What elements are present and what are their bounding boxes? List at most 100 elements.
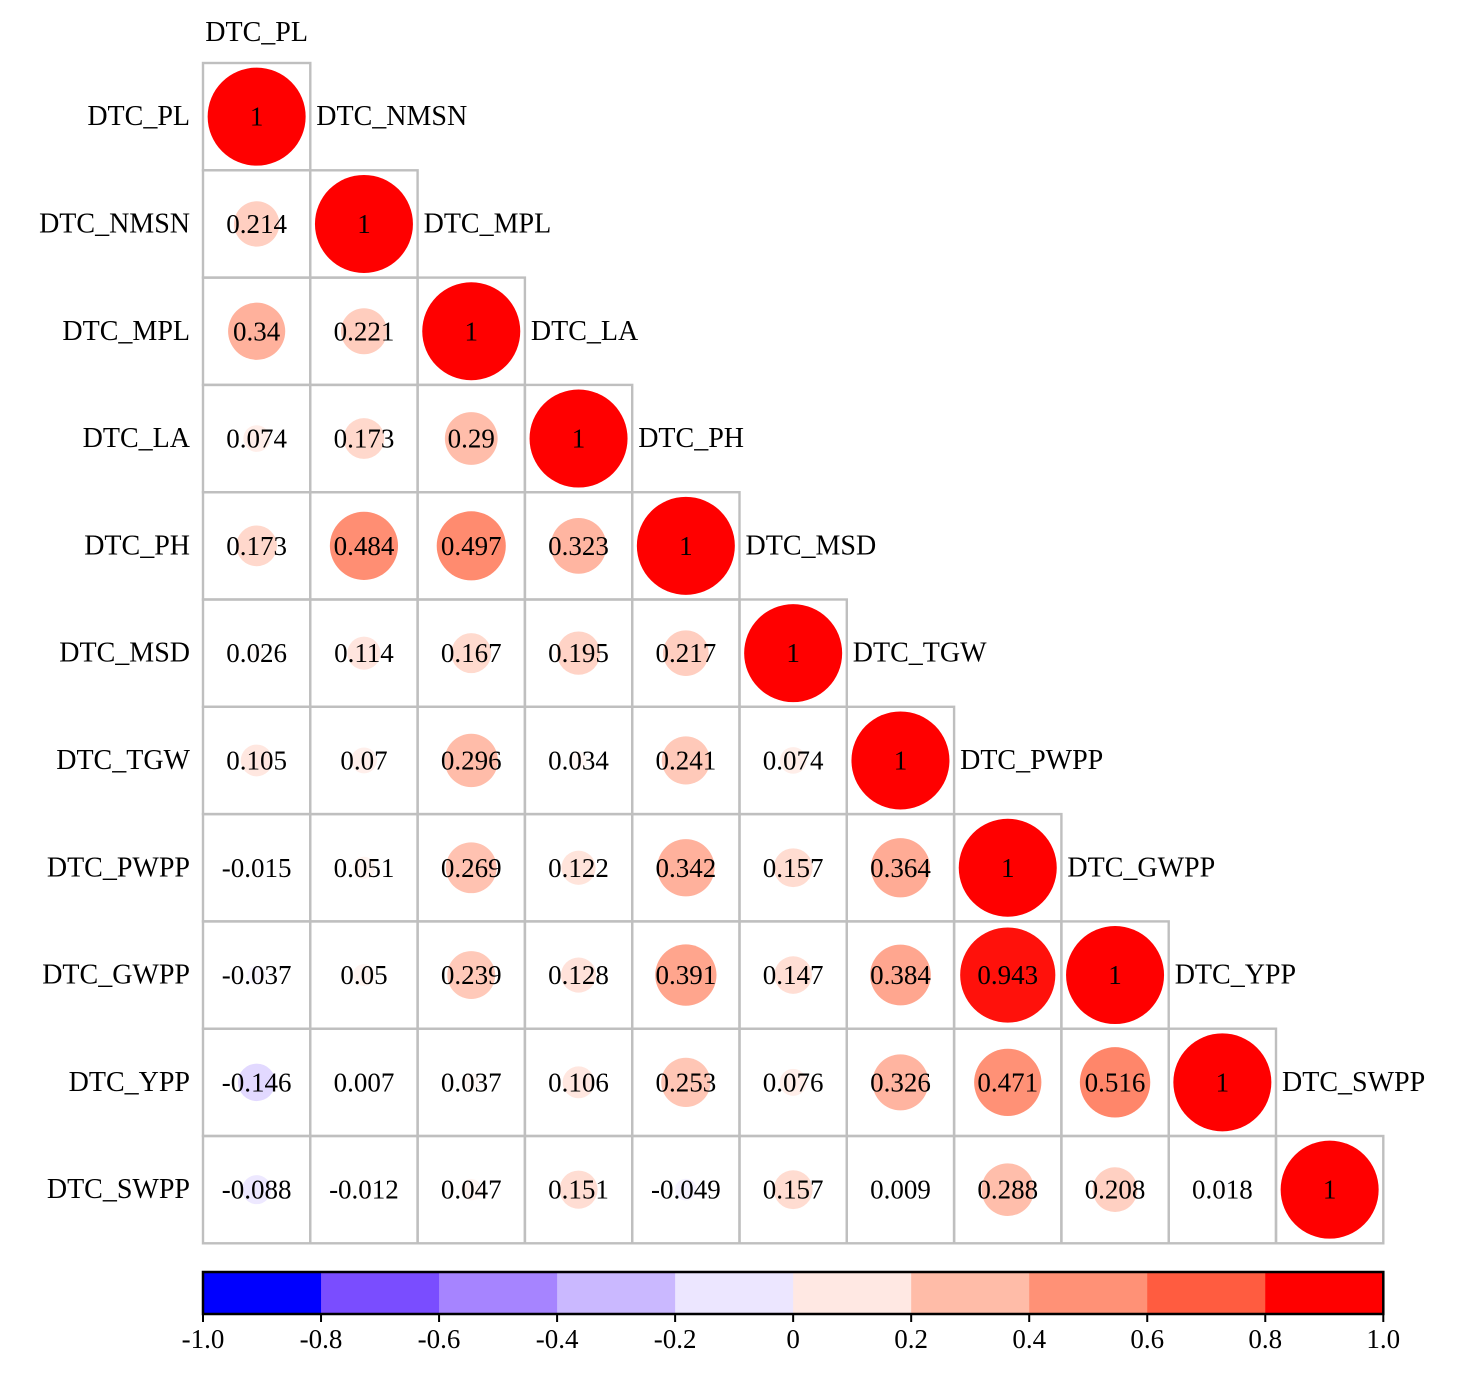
colorbar-tick-label: -0.2 bbox=[654, 1324, 697, 1354]
correlation-value: 0.326 bbox=[870, 1067, 931, 1097]
correlation-circle bbox=[359, 1078, 369, 1087]
diagonal-label: DTC_MPL bbox=[424, 208, 552, 239]
diagonal-label: DTC_SWPP bbox=[1282, 1067, 1425, 1098]
correlation-circle bbox=[352, 964, 375, 987]
diagonal-label: DTC_TGW bbox=[853, 638, 987, 669]
correlation-circle bbox=[1066, 926, 1165, 1025]
correlation-value: 1 bbox=[465, 316, 479, 346]
correlation-value: 0.364 bbox=[870, 853, 931, 883]
correlation-value: -0.146 bbox=[222, 1067, 292, 1097]
correlation-value: 1 bbox=[894, 745, 908, 775]
colorbar-bin bbox=[557, 1272, 676, 1314]
correlation-circle bbox=[207, 67, 306, 166]
correlation-circle bbox=[675, 1178, 697, 1201]
column-label: DTC_PL bbox=[205, 17, 308, 48]
correlation-value: 1 bbox=[679, 531, 693, 561]
correlation-circle bbox=[444, 412, 498, 465]
colorbar-tick-label: 0 bbox=[786, 1324, 800, 1354]
correlation-circle bbox=[422, 282, 521, 381]
correlation-circle bbox=[352, 856, 376, 879]
correlation-circle bbox=[779, 1068, 807, 1096]
colorbar-bin bbox=[675, 1272, 794, 1314]
correlation-value: 0.239 bbox=[441, 960, 502, 990]
correlation-circle bbox=[447, 951, 496, 1000]
correlation-value: 0.214 bbox=[226, 209, 287, 239]
correlation-circle bbox=[350, 747, 377, 774]
correlation-value: 0.047 bbox=[441, 1175, 502, 1205]
correlation-value: -0.012 bbox=[329, 1175, 399, 1205]
correlation-circle bbox=[958, 818, 1057, 917]
correlation-circle bbox=[981, 1163, 1035, 1216]
diagonal-label: DTC_PWPP bbox=[960, 745, 1103, 776]
correlation-value: 0.342 bbox=[655, 853, 716, 883]
correlation-value: -0.049 bbox=[651, 1175, 721, 1205]
correlation-circle bbox=[1215, 1183, 1229, 1197]
correlation-value: 0.208 bbox=[1085, 1175, 1146, 1205]
correlation-value: 0.384 bbox=[870, 960, 931, 990]
correlation-circle bbox=[661, 1057, 711, 1107]
correlation-circle bbox=[562, 1066, 595, 1099]
correlation-circle bbox=[1280, 1140, 1379, 1239]
colorbar-bin bbox=[793, 1272, 912, 1314]
colorbar-tick-label: 0.8 bbox=[1248, 1324, 1282, 1354]
correlation-circle bbox=[870, 944, 931, 1006]
correlation-circle bbox=[460, 1179, 482, 1201]
correlation-circle bbox=[561, 850, 596, 885]
correlation-value: -0.088 bbox=[222, 1175, 292, 1205]
row-label: DTC_PH bbox=[84, 530, 190, 561]
correlation-circle bbox=[636, 496, 735, 595]
correlation-circle bbox=[663, 630, 709, 676]
correlation-circle bbox=[358, 1184, 370, 1196]
correlation-circle bbox=[872, 1054, 929, 1111]
correlation-circle bbox=[329, 511, 399, 580]
correlation-value: 0.497 bbox=[441, 531, 502, 561]
correlation-value: 0.167 bbox=[441, 638, 502, 668]
grid bbox=[201, 61, 1385, 1245]
correlation-value: 0.943 bbox=[977, 960, 1038, 990]
correlation-value: 0.007 bbox=[334, 1067, 395, 1097]
correlation-value: 0.173 bbox=[334, 424, 395, 454]
correlation-value: 0.323 bbox=[548, 531, 609, 561]
correlation-value: 1 bbox=[1323, 1175, 1337, 1205]
correlation-circle bbox=[773, 1170, 813, 1210]
correlation-value: 0.07 bbox=[340, 745, 387, 775]
correlation-value: 0.296 bbox=[441, 745, 502, 775]
diagonal-label: DTC_NMSN bbox=[316, 101, 467, 132]
colorbar-tick-label: -0.8 bbox=[300, 1324, 343, 1354]
correlation-circle bbox=[236, 525, 278, 567]
correlation-circle bbox=[250, 861, 263, 874]
correlation-circle bbox=[774, 956, 812, 994]
correlation-value: 0.253 bbox=[655, 1067, 716, 1097]
correlation-circle bbox=[340, 308, 387, 355]
correlation-value: 0.051 bbox=[334, 853, 395, 883]
correlation-value: 0.157 bbox=[763, 853, 824, 883]
row-label: DTC_YPP bbox=[69, 1067, 190, 1098]
diagonal-label: DTC_PH bbox=[638, 423, 744, 454]
colorbar-bin bbox=[1265, 1272, 1384, 1314]
correlation-circle bbox=[247, 965, 267, 985]
correlation-value: 0.074 bbox=[763, 745, 824, 775]
correlation-value: 0.173 bbox=[226, 531, 287, 561]
correlation-value: 0.29 bbox=[448, 424, 495, 454]
correlation-value: 0.195 bbox=[548, 638, 609, 668]
correlation-value: 0.128 bbox=[548, 960, 609, 990]
colorbar-bin bbox=[321, 1272, 440, 1314]
colorbar-tick-label: 0.4 bbox=[1012, 1324, 1046, 1354]
correlation-circle bbox=[895, 1185, 906, 1195]
row-label: DTC_PWPP bbox=[47, 852, 190, 883]
correlation-circle bbox=[657, 839, 715, 897]
correlation-circle bbox=[529, 389, 628, 488]
colorbar-tick-label: 0.2 bbox=[894, 1324, 928, 1354]
colorbar-bin bbox=[1029, 1272, 1148, 1314]
correlation-circle bbox=[773, 848, 813, 888]
correlation-circle bbox=[779, 747, 807, 774]
row-label: DTC_PL bbox=[87, 101, 190, 132]
correlation-value: 0.106 bbox=[548, 1067, 609, 1097]
correlation-circle bbox=[556, 631, 601, 675]
correlation-circle bbox=[233, 201, 280, 247]
correlation-value: 0.026 bbox=[226, 638, 287, 668]
row-label: DTC_LA bbox=[83, 423, 191, 454]
correlation-value: 0.074 bbox=[226, 424, 287, 454]
correlation-value: 0.151 bbox=[548, 1175, 609, 1205]
correlation-circle bbox=[237, 1063, 276, 1102]
